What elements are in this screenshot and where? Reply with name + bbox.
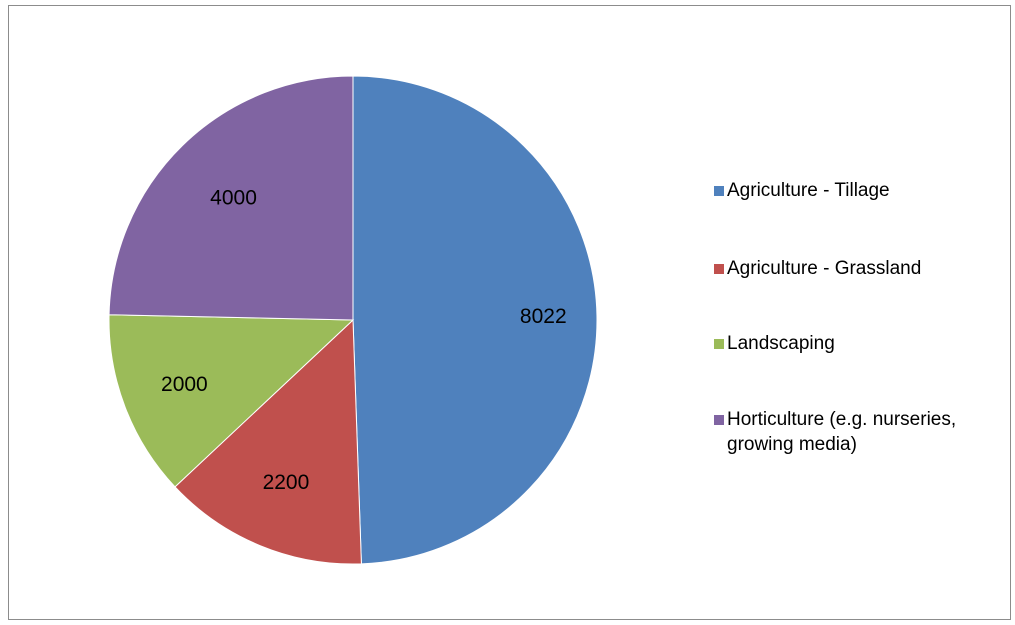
data-label-tillage: 8022 [520, 305, 567, 328]
pie-slice-grassland [174, 318, 362, 565]
legend-item-horticulture: Horticulture (e.g. nurseries, growing me… [714, 407, 1012, 457]
legend-label: Agriculture - Tillage [727, 180, 890, 201]
pie-data-labels: 8022 2200 2000 4000 [161, 186, 567, 493]
legend-item-grassland: Agriculture - Grassland [714, 256, 1012, 281]
pie-slice-tillage [352, 75, 598, 565]
pie-slice-landscaping [108, 314, 355, 488]
legend-item-tillage: Agriculture - Tillage [714, 178, 1012, 203]
pie-slices [108, 75, 598, 565]
legend-item-landscaping: Landscaping [714, 331, 1012, 356]
legend-swatch-horticulture [714, 415, 724, 425]
legend-label: Landscaping [727, 333, 835, 354]
legend-swatch-tillage [714, 186, 724, 196]
legend-label: Agriculture - Grassland [727, 258, 922, 279]
legend-label: Horticulture (e.g. nurseries, growing me… [727, 409, 957, 455]
data-label-landscaping: 2000 [161, 373, 208, 396]
data-label-grassland: 2200 [263, 471, 310, 494]
legend-swatch-grassland [714, 264, 724, 274]
data-label-horticulture: 4000 [210, 186, 257, 209]
pie-slice-horticulture [108, 75, 354, 321]
legend-swatch-landscaping [714, 339, 724, 349]
